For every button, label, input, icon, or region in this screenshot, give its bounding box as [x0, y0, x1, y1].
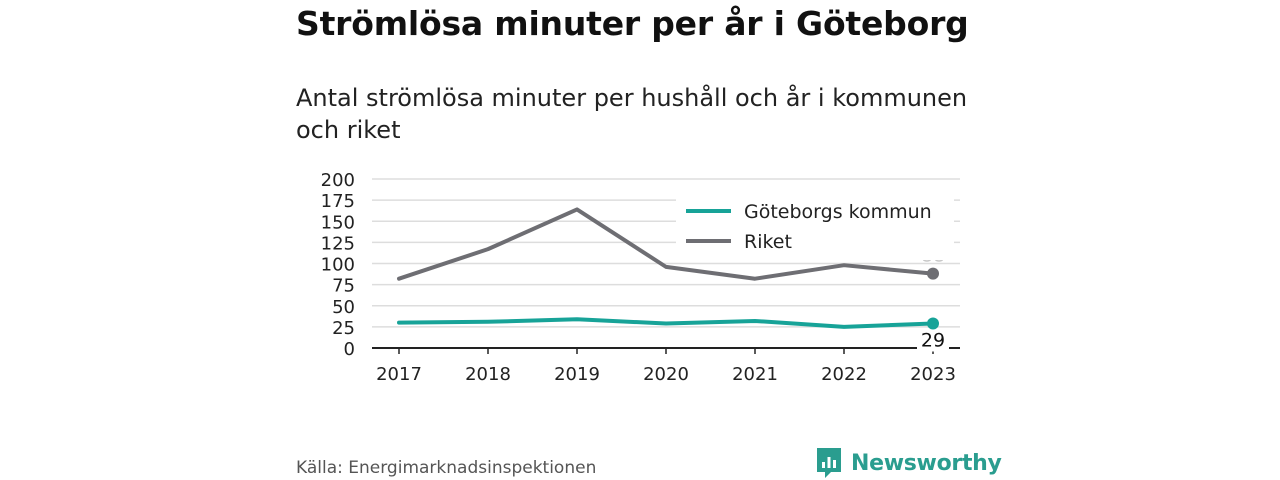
x-tick-label: 2017: [376, 364, 422, 385]
y-tick-label: 25: [332, 318, 355, 339]
data-labels: 2988: [917, 245, 949, 352]
y-tick-label: 200: [321, 170, 355, 191]
x-tick-label: 2018: [465, 364, 511, 385]
chart-subtitle: Antal strömlösa minuter per hushåll och …: [296, 84, 968, 144]
brand-logo[interactable]: Newsworthy: [815, 446, 1002, 480]
y-tick-label: 125: [321, 233, 355, 254]
series-line-riket: [397, 207, 935, 281]
data-label-bg: [917, 329, 949, 352]
series-line-goteborg: [397, 317, 935, 329]
data-label: 29: [921, 329, 945, 351]
y-tick-label: 100: [321, 255, 355, 276]
x-tick-label: 2023: [910, 364, 956, 385]
series-end-point: [927, 317, 939, 330]
legend-label: Göteborgs kommun: [744, 201, 932, 223]
source-note: Källa: Energimarknadsinspektionen: [296, 458, 597, 478]
x-tick-label: 2019: [554, 364, 600, 385]
series-lines: [397, 207, 939, 330]
x-tick-label: 2020: [643, 364, 689, 385]
x-tick-label: 2022: [821, 364, 867, 385]
y-tick-label: 150: [321, 212, 355, 233]
legend-background: [676, 194, 954, 260]
brand-name: Newsworthy: [851, 450, 1002, 476]
y-tick-label: 75: [332, 276, 355, 297]
chart-title: Strömlösa minuter per år i Göteborg: [296, 4, 969, 43]
y-tick-label: 50: [332, 297, 355, 318]
x-tick-label: 2021: [732, 364, 778, 385]
y-tick-label: 175: [321, 191, 355, 212]
legend-label: Riket: [744, 231, 792, 253]
legend: Göteborgs kommun Riket: [676, 194, 954, 260]
y-tick-label: 0: [344, 339, 355, 360]
newsworthy-logo-icon: [817, 448, 841, 478]
series-end-point: [927, 267, 939, 280]
